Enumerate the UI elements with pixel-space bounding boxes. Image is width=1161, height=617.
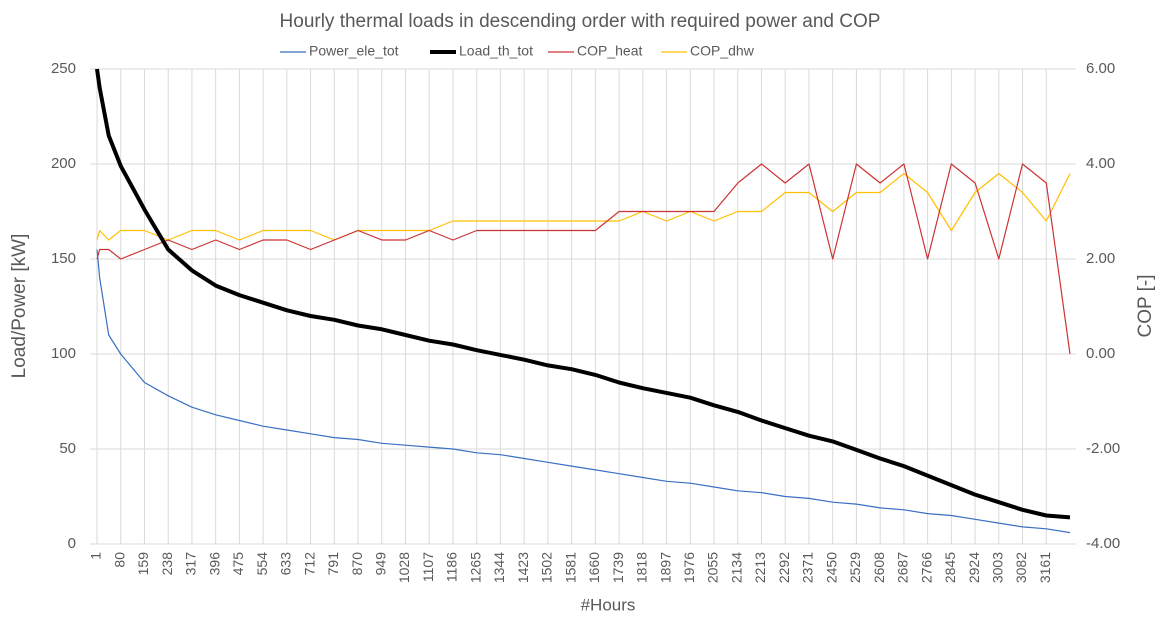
x-tick-label: 2055 xyxy=(705,552,721,583)
series-line xyxy=(96,249,1071,534)
x-tick-label: 2766 xyxy=(918,552,934,583)
x-tick-label: 1028 xyxy=(396,552,412,583)
x-tick-label: 2529 xyxy=(847,552,863,583)
x-tick-label: 2292 xyxy=(776,552,792,583)
x-tick-label: 1581 xyxy=(562,552,578,583)
series-line xyxy=(95,68,1071,520)
y2-tick-label: 2.00 xyxy=(1086,250,1115,267)
x-tick-label: 712 xyxy=(301,552,317,576)
x-tick-label: 3003 xyxy=(990,552,1006,583)
y2-tick-label: -4.00 xyxy=(1086,535,1120,552)
x-tick-label: 1660 xyxy=(586,552,602,583)
x-tick-label: 554 xyxy=(254,552,270,576)
x-tick-label: 2134 xyxy=(728,552,744,583)
y2-axis-title: COP [-] xyxy=(1135,275,1156,338)
x-tick-label: 1502 xyxy=(539,552,555,583)
y2-tick-label: 6.00 xyxy=(1086,60,1115,77)
x-tick-label: 1107 xyxy=(420,552,436,582)
x-tick-label: 475 xyxy=(230,552,246,576)
y-axis-title: Load/Power [kW] xyxy=(9,234,30,379)
x-tick-label: 633 xyxy=(278,552,294,576)
x-tick-label: 2845 xyxy=(942,552,958,583)
y2-tick-label: 0.00 xyxy=(1086,345,1115,362)
chart-title: Hourly thermal loads in descending order… xyxy=(280,11,881,32)
y2-tick-label: 4.00 xyxy=(1086,155,1115,172)
x-tick-label: 949 xyxy=(372,552,388,576)
legend-label: COP_heat xyxy=(577,43,642,59)
x-tick-label: 238 xyxy=(159,552,175,576)
y-tick-label: 250 xyxy=(51,60,76,77)
x-axis-title: #Hours xyxy=(581,595,636,614)
x-tick-label: 3161 xyxy=(1037,552,1053,583)
x-tick-label: 2371 xyxy=(800,552,816,583)
x-tick-label: 317 xyxy=(183,552,199,576)
y2-tick-label: -2.00 xyxy=(1086,440,1120,457)
x-tick-label: 1265 xyxy=(467,552,483,583)
series-line xyxy=(96,163,1071,355)
x-tick-label: 3082 xyxy=(1013,552,1029,583)
legend-label: Power_ele_tot xyxy=(309,43,399,59)
y-tick-label: 50 xyxy=(59,440,76,457)
y-tick-label: 200 xyxy=(51,155,76,172)
x-tick-label: 1897 xyxy=(657,552,673,583)
x-tick-label: 1 xyxy=(88,552,104,560)
x-tick-label: 2213 xyxy=(752,552,768,583)
x-tick-label: 396 xyxy=(206,552,222,576)
x-tick-label: 2450 xyxy=(823,552,839,583)
y-tick-label: 100 xyxy=(51,345,76,362)
x-tick-label: 2924 xyxy=(966,552,982,583)
x-tick-label: 1186 xyxy=(444,552,460,582)
x-tick-label: 1423 xyxy=(515,552,531,583)
x-tick-label: 1976 xyxy=(681,552,697,583)
x-tick-label: 2687 xyxy=(895,552,911,583)
x-tick-label: 2608 xyxy=(871,552,887,583)
x-tick-label: 791 xyxy=(325,552,341,576)
series-line xyxy=(96,172,1071,241)
legend-label: COP_dhw xyxy=(690,43,755,59)
x-tick-label: 1818 xyxy=(634,552,650,583)
y-tick-label: 0 xyxy=(68,535,76,552)
x-tick-label: 159 xyxy=(135,552,151,576)
x-tick-label: 870 xyxy=(349,552,365,576)
x-tick-label: 80 xyxy=(111,552,127,568)
x-tick-label: 1344 xyxy=(491,552,507,583)
x-tick-label: 1739 xyxy=(610,552,626,583)
legend-label: Load_th_tot xyxy=(459,43,533,59)
y-tick-label: 150 xyxy=(51,250,76,267)
